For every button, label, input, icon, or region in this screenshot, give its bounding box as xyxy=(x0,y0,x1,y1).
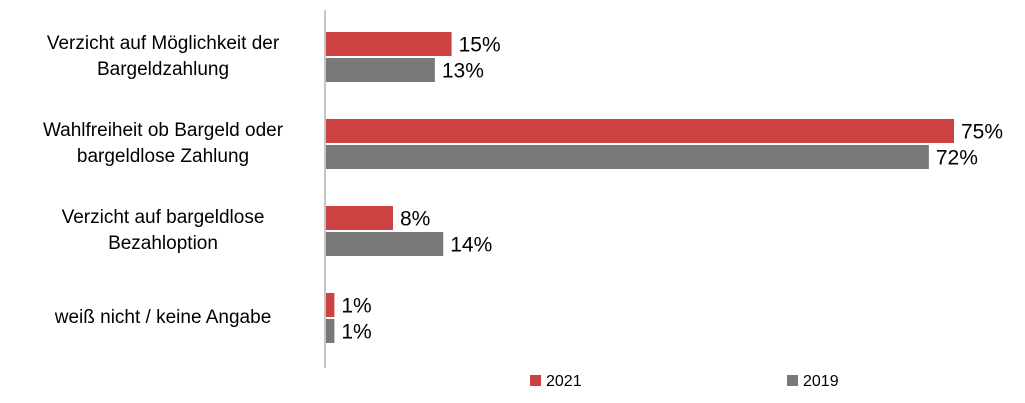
value-label: 72% xyxy=(936,147,978,170)
value-label: 8% xyxy=(400,208,430,231)
bar xyxy=(326,32,452,56)
bar xyxy=(326,145,929,169)
legend-label: 2019 xyxy=(803,373,839,390)
category-label: Verzicht auf Möglichkeit der Bargeldzahl… xyxy=(46,33,280,80)
value-label: 14% xyxy=(450,234,492,257)
value-label: 13% xyxy=(442,60,484,83)
bar xyxy=(326,206,393,230)
bar xyxy=(326,58,435,82)
bar xyxy=(326,119,954,143)
legend-swatch xyxy=(787,375,798,386)
value-label: 15% xyxy=(459,34,501,57)
value-label: 1% xyxy=(341,321,371,344)
category-label: Verzicht auf bargeldlose Bezahloption xyxy=(61,207,265,254)
bar xyxy=(326,293,335,317)
bar xyxy=(326,232,444,256)
value-label: 75% xyxy=(961,121,1003,144)
bar xyxy=(326,319,335,343)
category-label: Wahlfreiheit ob Bargeld oder bargeldlose… xyxy=(42,120,284,167)
legend-label: 2021 xyxy=(546,373,582,390)
legend-swatch xyxy=(530,375,541,386)
value-label: 1% xyxy=(341,295,371,318)
category-label: weiß nicht / keine Angabe xyxy=(54,307,272,328)
